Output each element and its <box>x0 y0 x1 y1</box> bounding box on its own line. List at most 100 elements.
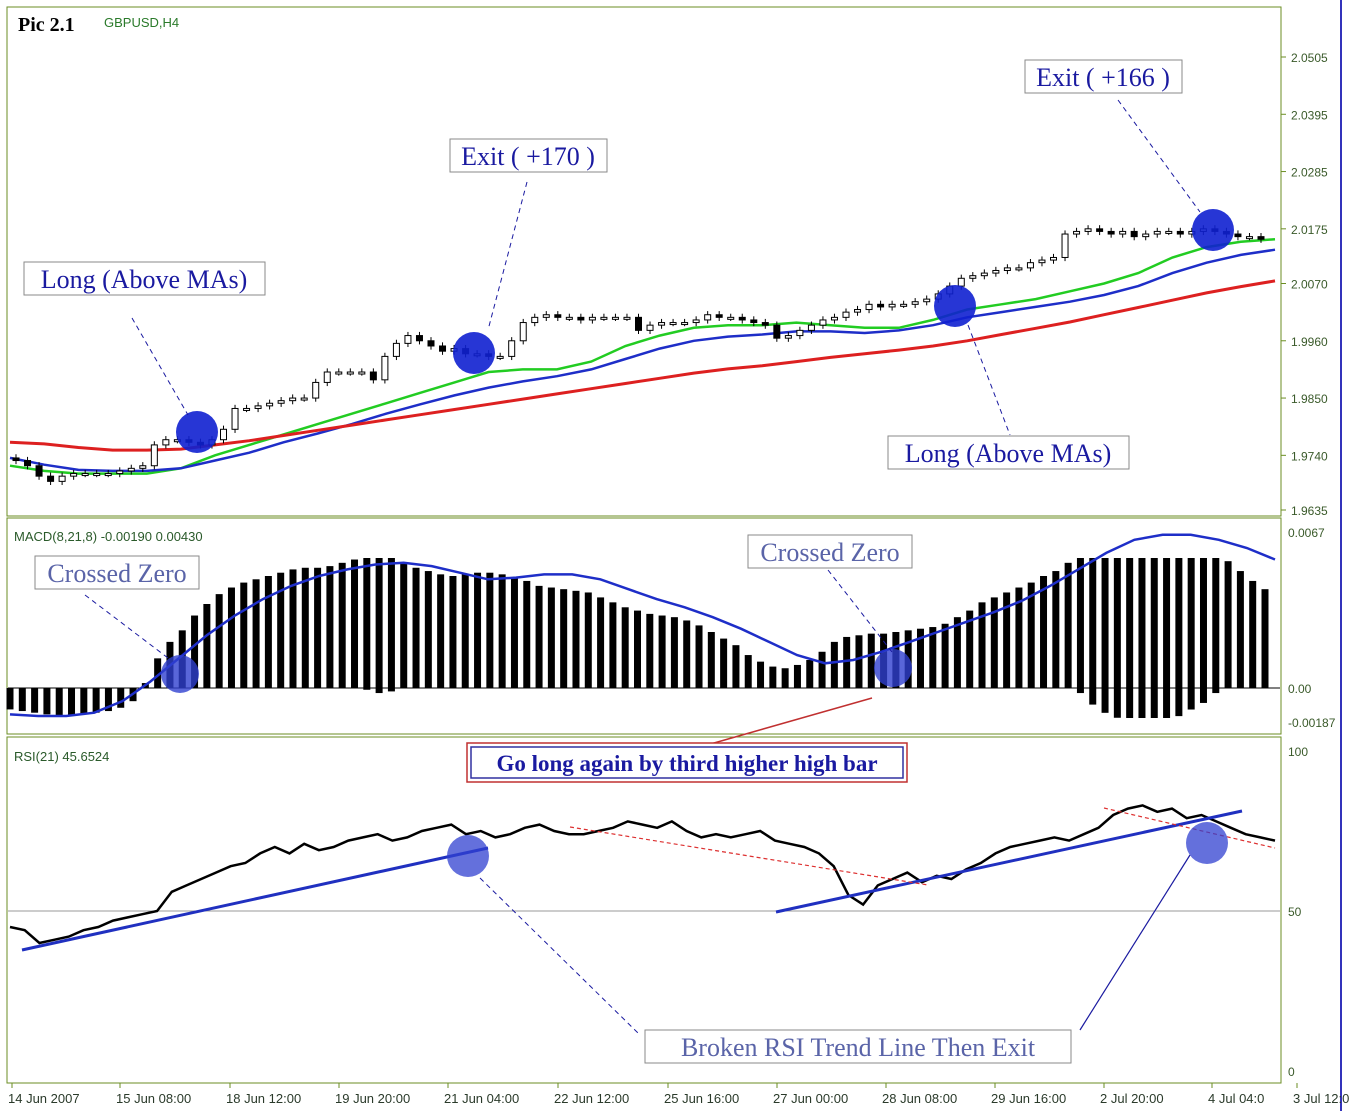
candle-body <box>231 407 239 430</box>
candle <box>577 313 585 324</box>
macd-bar <box>781 668 789 688</box>
price-panel: 2.0505 2.0395 2.0285 2.0175 2.0070 1.9960 1.98… <box>6 6 1328 518</box>
candle <box>93 469 101 478</box>
candle-body <box>1096 228 1104 232</box>
candle-body <box>623 316 631 320</box>
candle <box>704 311 712 324</box>
candle <box>519 318 527 345</box>
rsi-resistance-line-2 <box>1103 807 1276 849</box>
candle <box>1130 227 1138 241</box>
annotation-exit-2: Exit ( +166 ) <box>1024 59 1183 94</box>
candle-body <box>761 322 769 326</box>
candle <box>1245 232 1253 241</box>
candle-body <box>277 400 285 404</box>
candle <box>588 313 596 324</box>
candle-body <box>854 309 862 313</box>
candle <box>127 464 135 475</box>
x-tick-label: 14 Jun 2007 <box>8 1091 80 1106</box>
candle <box>1165 227 1173 236</box>
macd-y-axis: 0.0067 0.00 -0.00187 <box>1288 526 1336 730</box>
macd-bar <box>1236 571 1244 688</box>
macd-bar <box>867 633 875 688</box>
figure-title: Pic 2.1 <box>18 14 75 36</box>
candle-body <box>1038 259 1046 264</box>
candle-body <box>1084 228 1092 232</box>
annotation-text: Crossed Zero <box>47 559 186 588</box>
candle-body <box>773 324 781 339</box>
candle <box>81 469 89 478</box>
ma-slow-line <box>9 279 1276 452</box>
macd-bar <box>966 610 974 688</box>
macd-bar <box>240 582 248 688</box>
macd-bar <box>1076 558 1084 694</box>
macd-bar <box>351 559 359 688</box>
candle <box>1107 227 1115 238</box>
candle <box>104 469 112 478</box>
macd-bar <box>55 688 63 716</box>
candle-body <box>1107 230 1115 235</box>
ma-mid-line <box>9 248 1276 473</box>
candle-body <box>923 298 931 303</box>
candle <box>1176 227 1184 238</box>
rsi-panel-frame <box>6 736 1282 1084</box>
candle <box>231 404 239 433</box>
rsi-resistance-line-1 <box>569 826 929 886</box>
annotation-box <box>644 1029 1072 1064</box>
x-tick-label: 21 Jun 04:00 <box>444 1091 519 1106</box>
annotation-exit-1: Exit ( +170 ) <box>449 138 608 173</box>
macd-bar <box>449 576 457 688</box>
candle <box>70 469 78 480</box>
symbol-label: GBPUSD,H4 <box>104 15 179 30</box>
candle <box>923 295 931 306</box>
macd-bar <box>191 615 199 688</box>
macd-bar <box>572 590 580 688</box>
rsi-line <box>9 804 1276 945</box>
candle-body <box>669 322 677 326</box>
macd-bar <box>597 597 605 688</box>
candle-body <box>715 314 723 318</box>
macd-bar <box>1003 592 1011 688</box>
macd-bar <box>621 607 629 688</box>
candle <box>1003 264 1011 275</box>
connector-broken-1 <box>479 877 639 1034</box>
macd-panel: 0.0067 0.00 -0.00187 <box>6 517 1336 735</box>
connector-broken-2 <box>1079 854 1191 1031</box>
candle <box>254 402 262 413</box>
candle-body <box>139 465 147 469</box>
candle <box>819 316 827 329</box>
candle-body <box>392 342 400 357</box>
price-tick-label: 2.0505 <box>1291 51 1328 65</box>
macd-bar <box>1126 558 1134 718</box>
macd-bar <box>437 574 445 688</box>
candle-body <box>727 316 735 320</box>
macd-series-layer <box>6 533 1280 718</box>
macd-bar <box>1089 558 1097 705</box>
candle-body <box>254 405 262 409</box>
macd-bar <box>1249 580 1257 688</box>
rsi-trendline-1 <box>21 846 489 952</box>
macd-bar <box>941 623 949 688</box>
macd-bar <box>744 655 752 688</box>
candle <box>508 337 516 361</box>
candle-body <box>415 335 423 342</box>
annotation-box <box>449 138 608 173</box>
rsi-panel: 100 50 0 <box>6 736 1308 1084</box>
x-tick-label: 18 Jun 12:00 <box>226 1091 301 1106</box>
macd-bar <box>277 572 285 688</box>
candle <box>531 313 539 327</box>
macd-bar <box>1040 576 1048 688</box>
annotation-text: Long (Above MAs) <box>41 265 248 294</box>
candle-body <box>957 277 965 287</box>
macd-bar <box>646 613 654 688</box>
candle-body <box>81 473 89 477</box>
candle <box>738 313 746 324</box>
macd-bar <box>474 572 482 688</box>
macd-bar <box>227 587 235 688</box>
candle-body <box>865 303 873 311</box>
candle-body <box>47 475 55 482</box>
macd-bar <box>424 571 432 688</box>
x-tick-label: 29 Jun 16:00 <box>991 1091 1066 1106</box>
macd-bar <box>252 579 260 688</box>
macd-bar <box>375 558 383 694</box>
candle <box>842 308 850 321</box>
